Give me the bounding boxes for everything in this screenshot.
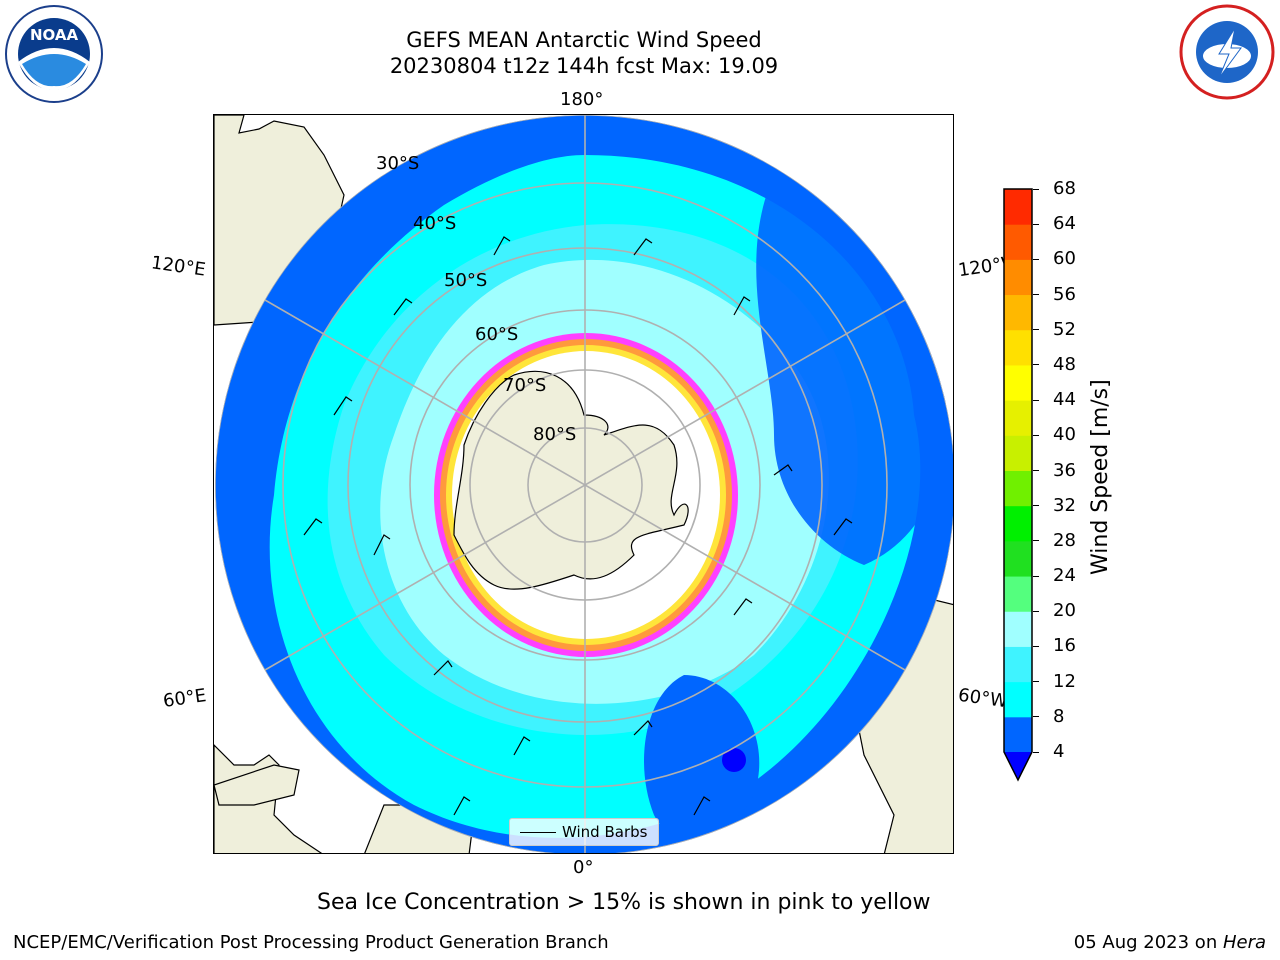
colorbar-segment bbox=[1004, 681, 1032, 718]
colorbar-tick-mark bbox=[1033, 610, 1039, 612]
colorbar-tick-label: 32 bbox=[1053, 494, 1076, 516]
colorbar-tick-label: 36 bbox=[1053, 459, 1076, 481]
sea-ice-note: Sea Ice Concentration > 15% is shown in … bbox=[317, 890, 931, 915]
lat-label-40: 40°S bbox=[413, 213, 457, 234]
colorbar-tick-mark bbox=[1033, 470, 1039, 471]
colorbar-tick-label: 8 bbox=[1053, 705, 1065, 727]
colorbar-tick-mark bbox=[1033, 188, 1039, 190]
colorbar-segment bbox=[1004, 576, 1032, 612]
colorbar-tick-mark bbox=[1033, 575, 1039, 577]
colorbar-segment bbox=[1004, 505, 1032, 542]
colorbar-tick-label: 16 bbox=[1053, 635, 1076, 657]
colorbar-tick-mark bbox=[1033, 434, 1039, 436]
colorbar-tick-label: 4 bbox=[1053, 741, 1065, 762]
colorbar-label: Wind Speed [m/s] bbox=[1088, 379, 1113, 575]
colorbar-tick-mark bbox=[1033, 258, 1039, 260]
colorbar-scale bbox=[1003, 188, 1033, 782]
polar-map bbox=[214, 115, 953, 853]
colorbar-frame bbox=[1003, 188, 1033, 782]
colorbar-tick-label: 56 bbox=[1053, 283, 1076, 305]
lon-label-top: 180° bbox=[560, 89, 604, 110]
colorbar-tick-label: 12 bbox=[1053, 670, 1076, 692]
colorbar-tick-label: 52 bbox=[1053, 318, 1076, 340]
colorbar-tick-mark bbox=[1033, 681, 1039, 683]
colorbar-tick-mark bbox=[1033, 399, 1039, 401]
colorbar-segment bbox=[1004, 646, 1032, 683]
colorbar-tick-mark bbox=[1033, 505, 1039, 507]
colorbar-tick-label: 20 bbox=[1053, 600, 1076, 622]
colorbar-tick-label: 68 bbox=[1053, 178, 1076, 199]
lat-label-70: 70°S bbox=[503, 375, 547, 396]
footer-date: 05 Aug 2023 on bbox=[1073, 932, 1223, 953]
lat-label-50: 50°S bbox=[444, 270, 488, 291]
svg-text:NOAA: NOAA bbox=[30, 26, 79, 44]
colorbar-tick-mark bbox=[1033, 364, 1039, 366]
map-panel bbox=[213, 114, 954, 854]
colorbar-segment bbox=[1004, 259, 1032, 296]
colorbar-tick-mark bbox=[1033, 223, 1039, 225]
colorbar-tick-mark bbox=[1033, 751, 1039, 753]
graticule bbox=[215, 115, 953, 853]
colorbar-tick-label: 40 bbox=[1053, 424, 1076, 446]
colorbar-tick-mark bbox=[1033, 329, 1039, 331]
colorbar-tick-label: 64 bbox=[1053, 213, 1076, 235]
colorbar-segment bbox=[1004, 435, 1032, 471]
footer-right: 05 Aug 2023 on Hera bbox=[1074, 932, 1266, 953]
lat-label-60: 60°S bbox=[475, 324, 519, 345]
lat-label-80: 80°S bbox=[533, 424, 577, 445]
colorbar bbox=[1003, 188, 1033, 783]
colorbar-tick-label: 48 bbox=[1053, 353, 1076, 375]
colorbar-segment bbox=[1004, 470, 1032, 507]
lon-label-bottom: 0° bbox=[573, 857, 594, 878]
footer-left: NCEP/EMC/Verification Post Processing Pr… bbox=[13, 932, 609, 953]
wind-barb-legend-label: Wind Barbs bbox=[562, 823, 648, 841]
chart-subtitle: 20230804 t12z 144h fcst Max: 19.09 bbox=[389, 54, 779, 78]
colorbar-under-extension bbox=[1004, 752, 1032, 780]
colorbar-segment bbox=[1004, 400, 1032, 436]
colorbar-tick-mark bbox=[1033, 540, 1039, 542]
colorbar-tick-label: 44 bbox=[1053, 389, 1076, 411]
colorbar-segment bbox=[1004, 294, 1032, 331]
chart-title: GEFS MEAN Antarctic Wind Speed bbox=[406, 28, 762, 52]
map-legend: Wind Barbs bbox=[509, 818, 659, 846]
noaa-logo: NOAA bbox=[4, 4, 104, 104]
wind-barbs bbox=[303, 236, 853, 816]
colorbar-segment bbox=[1004, 540, 1032, 577]
colorbar-tick-mark bbox=[1033, 645, 1039, 647]
colorbar-tick-mark bbox=[1033, 716, 1039, 718]
colorbar-tick-label: 24 bbox=[1053, 565, 1076, 587]
lon-label-left-lower: 60°E bbox=[161, 685, 208, 712]
lon-label-right-lower: 60°W bbox=[956, 684, 1009, 713]
colorbar-tick-label: 28 bbox=[1053, 529, 1076, 551]
colorbar-segment bbox=[1004, 716, 1032, 753]
colorbar-segment bbox=[1004, 329, 1032, 366]
wind-barb-legend-line bbox=[520, 832, 556, 833]
colorbar-tick-mark bbox=[1033, 294, 1039, 296]
colorbar-segment bbox=[1004, 364, 1032, 401]
colorbar-segment bbox=[1004, 611, 1032, 647]
colorbar-segment bbox=[1004, 224, 1032, 260]
nws-logo bbox=[1179, 4, 1275, 100]
footer-host: Hera bbox=[1222, 932, 1266, 953]
colorbar-segment bbox=[1004, 189, 1032, 225]
colorbar-tick-label: 60 bbox=[1053, 248, 1076, 270]
lat-label-30: 30°S bbox=[376, 153, 420, 174]
lon-label-left-upper: 120°E bbox=[149, 252, 207, 281]
